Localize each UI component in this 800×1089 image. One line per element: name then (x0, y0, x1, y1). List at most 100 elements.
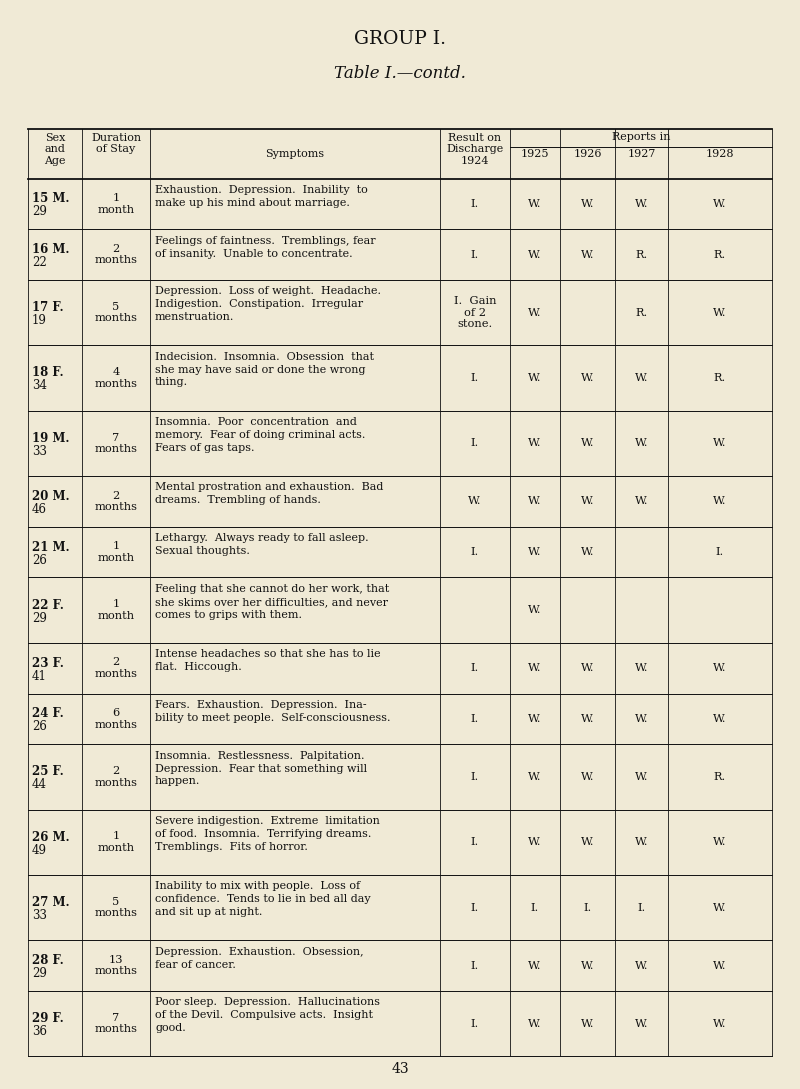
Text: 5
months: 5 months (94, 302, 138, 323)
Text: W.: W. (528, 438, 542, 449)
Text: W.: W. (634, 960, 648, 970)
Text: W.: W. (581, 772, 594, 782)
Text: 26 M.: 26 M. (32, 831, 70, 844)
Text: R.: R. (714, 374, 726, 383)
Text: 26: 26 (32, 721, 47, 733)
Text: W.: W. (528, 547, 542, 558)
Text: 4
months: 4 months (94, 367, 138, 389)
Text: 1
month: 1 month (98, 599, 134, 621)
Text: 29: 29 (32, 206, 47, 219)
Text: 1925: 1925 (521, 148, 550, 159)
Text: 7
months: 7 months (94, 1013, 138, 1035)
Text: 46: 46 (32, 503, 47, 516)
Text: Symptoms: Symptoms (266, 148, 325, 159)
Text: W.: W. (634, 772, 648, 782)
Text: 29 F.: 29 F. (32, 1012, 64, 1025)
Text: 19 M.: 19 M. (32, 432, 70, 444)
Text: Lethargy.  Always ready to fall asleep.
Sexual thoughts.: Lethargy. Always ready to fall asleep. S… (155, 534, 369, 556)
Text: 1
month: 1 month (98, 541, 134, 563)
Text: W.: W. (581, 374, 594, 383)
Text: W.: W. (634, 663, 648, 673)
Text: Result on
Discharge
1924: Result on Discharge 1924 (446, 133, 504, 166)
Text: I.: I. (471, 772, 479, 782)
Text: 13
months: 13 months (94, 955, 138, 977)
Text: W.: W. (634, 1018, 648, 1029)
Text: W.: W. (634, 374, 648, 383)
Text: R.: R. (714, 772, 726, 782)
Text: Fears.  Exhaustion.  Depression.  Ina-
bility to meet people.  Self-consciousnes: Fears. Exhaustion. Depression. Ina- bili… (155, 700, 390, 723)
Text: R.: R. (635, 308, 648, 318)
Text: 5
months: 5 months (94, 897, 138, 918)
Text: 41: 41 (32, 670, 47, 683)
Text: 44: 44 (32, 779, 47, 792)
Text: Depression.  Loss of weight.  Headache.
Indigestion.  Constipation.  Irregular
m: Depression. Loss of weight. Headache. In… (155, 286, 381, 322)
Text: W.: W. (714, 903, 726, 913)
Text: 15 M.: 15 M. (32, 193, 70, 206)
Text: W.: W. (581, 960, 594, 970)
Text: W.: W. (528, 714, 542, 724)
Text: 33: 33 (32, 444, 47, 457)
Text: 20 M.: 20 M. (32, 490, 70, 503)
Text: Depression.  Exhaustion.  Obsession,
fear of cancer.: Depression. Exhaustion. Obsession, fear … (155, 946, 364, 969)
Text: W.: W. (714, 199, 726, 209)
Text: W.: W. (634, 497, 648, 506)
Text: Feelings of faintness.  Tremblings, fear
of insanity.  Unable to concentrate.: Feelings of faintness. Tremblings, fear … (155, 235, 376, 258)
Text: 2
months: 2 months (94, 658, 138, 678)
Text: R.: R. (714, 249, 726, 259)
Text: W.: W. (634, 438, 648, 449)
Text: 1927: 1927 (627, 148, 656, 159)
Text: I.: I. (583, 903, 592, 913)
Text: W.: W. (528, 960, 542, 970)
Text: 2
months: 2 months (94, 490, 138, 512)
Text: W.: W. (528, 663, 542, 673)
Text: I.: I. (471, 1018, 479, 1029)
Text: 23 F.: 23 F. (32, 657, 64, 670)
Text: W.: W. (528, 249, 542, 259)
Text: I.: I. (471, 837, 479, 847)
Text: W.: W. (581, 663, 594, 673)
Text: W.: W. (714, 714, 726, 724)
Text: W.: W. (634, 837, 648, 847)
Text: W.: W. (714, 497, 726, 506)
Text: Duration
of Stay: Duration of Stay (91, 133, 141, 155)
Text: I.: I. (471, 199, 479, 209)
Text: I.: I. (716, 547, 724, 558)
Text: Exhaustion.  Depression.  Inability  to
make up his mind about marriage.: Exhaustion. Depression. Inability to mak… (155, 185, 368, 208)
Text: I.: I. (638, 903, 646, 913)
Text: I.: I. (531, 903, 539, 913)
Text: W.: W. (581, 547, 594, 558)
Text: W.: W. (528, 374, 542, 383)
Text: W.: W. (528, 497, 542, 506)
Text: I.: I. (471, 249, 479, 259)
Text: 24 F.: 24 F. (32, 708, 64, 721)
Text: I.: I. (471, 960, 479, 970)
Text: W.: W. (634, 199, 648, 209)
Text: W.: W. (714, 837, 726, 847)
Text: 33: 33 (32, 909, 47, 922)
Text: 17 F.: 17 F. (32, 302, 64, 314)
Text: 1926: 1926 (574, 148, 602, 159)
Text: W.: W. (528, 772, 542, 782)
Text: 29: 29 (32, 612, 47, 625)
Text: 49: 49 (32, 844, 47, 857)
Text: W.: W. (581, 837, 594, 847)
Text: 21 M.: 21 M. (32, 540, 70, 553)
Text: I.: I. (471, 714, 479, 724)
Text: I.: I. (471, 374, 479, 383)
Text: W.: W. (581, 199, 594, 209)
Text: 18 F.: 18 F. (32, 367, 64, 379)
Text: 29: 29 (32, 967, 47, 980)
Text: GROUP I.: GROUP I. (354, 30, 446, 49)
Text: 25 F.: 25 F. (32, 766, 64, 779)
Text: 22 F.: 22 F. (32, 599, 64, 612)
Text: W.: W. (714, 438, 726, 449)
Text: W.: W. (714, 663, 726, 673)
Text: 19: 19 (32, 314, 47, 327)
Text: I.: I. (471, 663, 479, 673)
Text: W.: W. (581, 249, 594, 259)
Text: W.: W. (528, 199, 542, 209)
Text: W.: W. (581, 497, 594, 506)
Text: I.: I. (471, 547, 479, 558)
Text: 6
months: 6 months (94, 708, 138, 730)
Text: 27 M.: 27 M. (32, 896, 70, 909)
